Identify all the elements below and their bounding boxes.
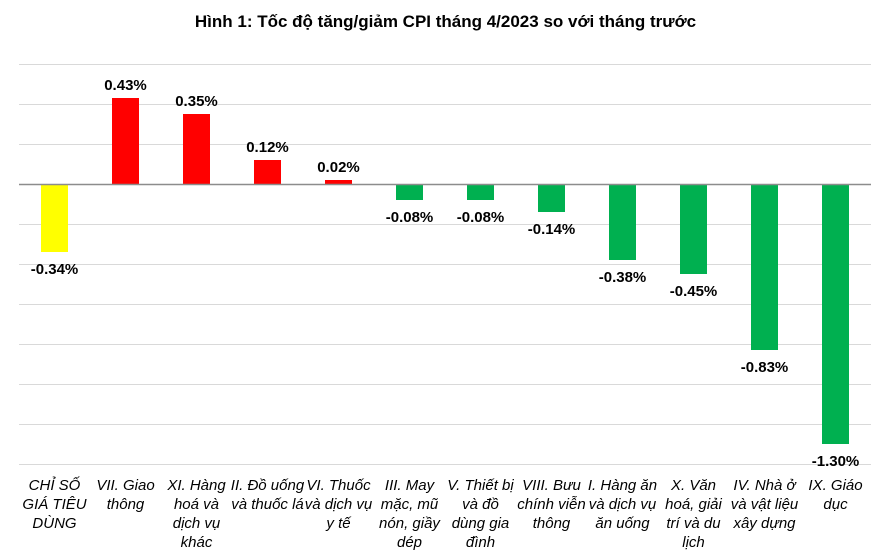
category-label: I. Hàng ăn và dịch vụ ăn uống	[587, 477, 658, 532]
bar	[325, 180, 352, 184]
data-label: 0.43%	[104, 77, 147, 94]
category-label: VIII. Bưu chính viễn thông	[517, 477, 586, 532]
category-label: IV. Nhà ở và vật liệu xây dựng	[730, 477, 799, 532]
data-label: -0.08%	[386, 209, 434, 226]
data-label: -0.38%	[599, 269, 647, 286]
bar	[680, 184, 707, 274]
data-label: -0.83%	[741, 359, 789, 376]
data-label: 0.35%	[175, 93, 218, 110]
bar	[396, 184, 423, 200]
bar	[822, 184, 849, 444]
bar	[112, 98, 139, 184]
data-label: 0.12%	[246, 139, 289, 156]
category-label: II. Đồ uống và thuốc lá	[230, 477, 305, 513]
category-label: VII. Giao thông	[96, 477, 155, 513]
category-label: V. Thiết bị và đồ dùng gia đình	[447, 477, 514, 551]
bar	[254, 160, 281, 184]
category-label: IX. Giáo dục	[808, 477, 863, 513]
bar	[41, 184, 68, 252]
data-label: 0.02%	[317, 159, 360, 176]
chart-title: Hình 1: Tốc độ tăng/giảm CPI tháng 4/202…	[194, 12, 697, 31]
category-label: III. May mặc, mũ nón, giầy dép	[379, 477, 440, 551]
category-label: XI. Hàng hoá và dịch vụ khác	[167, 477, 226, 551]
data-label: -0.45%	[670, 283, 718, 300]
category-label: VI. Thuốc và dịch vụ y tế	[304, 477, 373, 532]
data-label: -0.34%	[31, 261, 79, 278]
bar	[751, 184, 778, 350]
bar	[609, 184, 636, 260]
bar	[538, 184, 565, 212]
category-label: CHỈ SỐ GIÁ TIÊU DÙNG	[22, 477, 87, 532]
bar	[467, 184, 494, 200]
data-label: -0.14%	[528, 221, 576, 238]
category-label: X. Văn hoá, giải trí và du lịch	[665, 477, 722, 551]
bar	[183, 114, 210, 184]
data-label: -1.30%	[812, 453, 860, 470]
data-label: -0.08%	[457, 209, 505, 226]
